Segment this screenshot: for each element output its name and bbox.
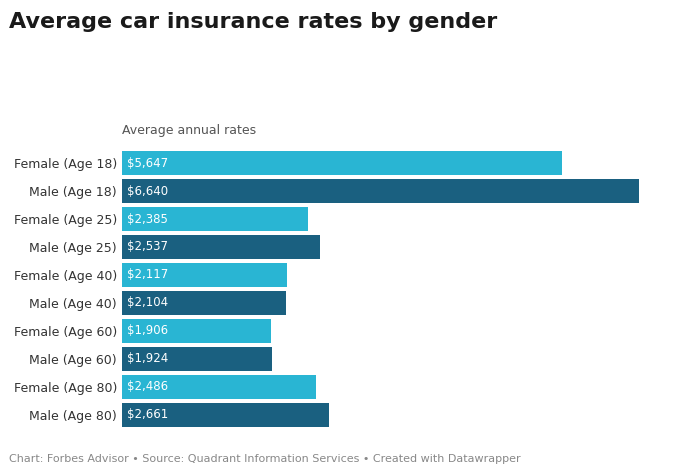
Text: $2,104: $2,104 xyxy=(127,296,168,309)
Bar xyxy=(122,179,639,203)
Text: $2,486: $2,486 xyxy=(127,380,168,393)
Text: $6,640: $6,640 xyxy=(127,185,168,198)
Bar xyxy=(122,403,330,426)
Text: $2,661: $2,661 xyxy=(127,408,169,421)
Text: $5,647: $5,647 xyxy=(127,157,168,170)
Bar xyxy=(122,151,561,175)
Bar xyxy=(122,235,320,259)
Text: $2,117: $2,117 xyxy=(127,268,169,281)
Bar xyxy=(122,319,271,343)
Text: $1,906: $1,906 xyxy=(127,324,168,337)
Bar xyxy=(122,347,272,370)
Text: Chart: Forbes Advisor • Source: Quadrant Information Services • Created with Dat: Chart: Forbes Advisor • Source: Quadrant… xyxy=(9,454,521,464)
Text: $1,924: $1,924 xyxy=(127,352,169,365)
Bar xyxy=(122,291,286,315)
Text: Average annual rates: Average annual rates xyxy=(122,124,257,137)
Bar xyxy=(122,375,316,398)
Text: Average car insurance rates by gender: Average car insurance rates by gender xyxy=(9,12,497,32)
Text: $2,385: $2,385 xyxy=(127,212,168,226)
Bar xyxy=(122,207,308,231)
Bar xyxy=(122,263,287,287)
Text: $2,537: $2,537 xyxy=(127,240,168,254)
